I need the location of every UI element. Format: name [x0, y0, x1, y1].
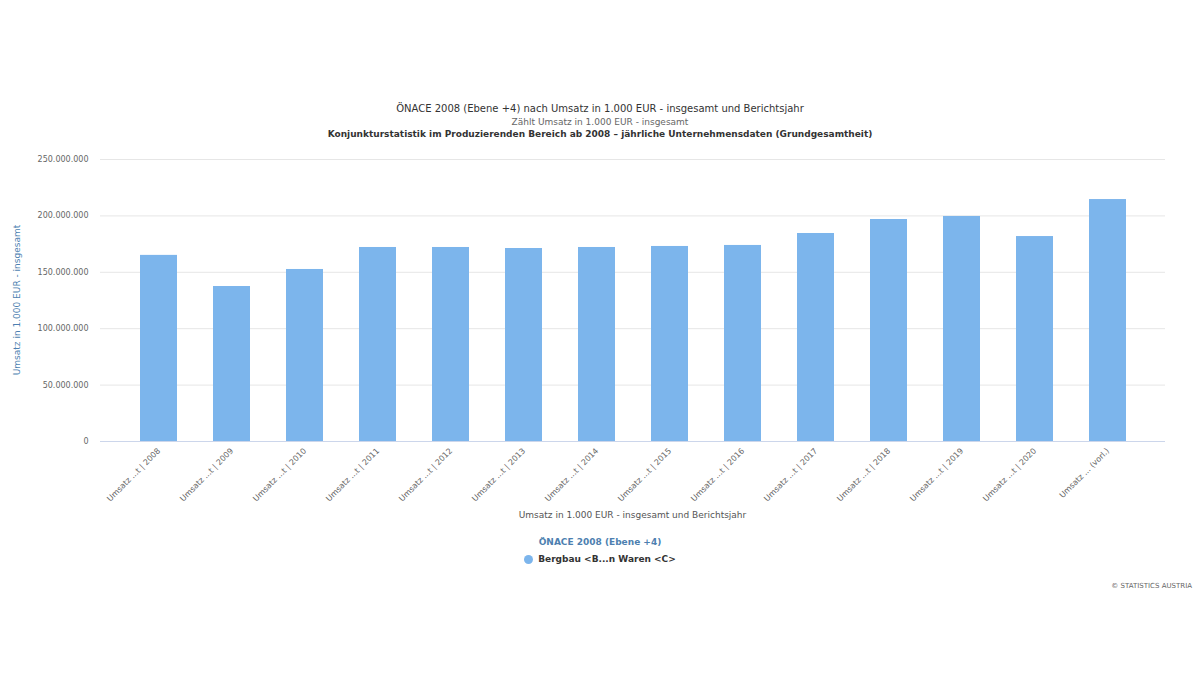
svg-text:100.000.000: 100.000.000 [38, 324, 89, 333]
svg-text:Umsatz ...t | 2011: Umsatz ...t | 2011 [324, 446, 381, 503]
svg-text:Umsatz ...t | 2014: Umsatz ...t | 2014 [543, 446, 600, 503]
html-text:Konjunkturstatistik im Produzi: Konjunkturstatistik im Produzierenden Be… [327, 129, 873, 139]
html-text:ÖNACE 2008 (Ebene +4) nach Ums: ÖNACE 2008 (Ebene +4) nach Umsatz in 1.0… [396, 103, 804, 114]
svg-text:200.000.000: 200.000.000 [38, 211, 89, 220]
svg-text:Umsatz ...t | 2008: Umsatz ...t | 2008 [105, 446, 162, 503]
svg-text:Umsatz ...t | 2019: Umsatz ...t | 2019 [908, 446, 965, 503]
html-text:ÖNACE 2008 (Ebene +4): ÖNACE 2008 (Ebene +4) [538, 537, 662, 547]
html-text:Umsatz in 1.000 EUR - insgesam: Umsatz in 1.000 EUR - insgesamt [12, 224, 22, 376]
html-text:Bergbau <B...n Waren <C>: Bergbau <B...n Waren <C> [538, 554, 676, 564]
svg-text:Umsatz ...t | 2009: Umsatz ...t | 2009 [178, 446, 235, 503]
svg-text:Umsatz ...t | 2013: Umsatz ...t | 2013 [470, 446, 527, 503]
svg-text:Umsatz ...t | 2016: Umsatz ...t | 2016 [689, 446, 746, 503]
html-text:© STATISTICS AUSTRIA: © STATISTICS AUSTRIA [1111, 582, 1192, 590]
html-text:Umsatz in 1.000 EUR - insgesam: Umsatz in 1.000 EUR - insgesamt und Beri… [518, 510, 747, 520]
svg-text:250.000.000: 250.000.000 [38, 155, 89, 164]
svg-text:Umsatz ...t | 2015: Umsatz ...t | 2015 [616, 446, 673, 503]
svg-text:Umsatz ...t | 2020: Umsatz ...t | 2020 [981, 446, 1038, 503]
svg-text:Umsatz ...t | 2017: Umsatz ...t | 2017 [762, 446, 819, 503]
svg-text:Umsatz ...t | 2012: Umsatz ...t | 2012 [397, 446, 454, 503]
html-text:Zählt Umsatz in 1.000 EUR - in: Zählt Umsatz in 1.000 EUR - insgesamt [511, 117, 689, 127]
svg-text:50.000.000: 50.000.000 [43, 381, 89, 390]
svg-text:Umsatz ... (vorl.): Umsatz ... (vorl.) [1058, 446, 1112, 500]
svg-text:150.000.000: 150.000.000 [38, 268, 89, 277]
svg-text:0: 0 [83, 437, 88, 446]
svg-text:Umsatz ...t | 2010: Umsatz ...t | 2010 [251, 446, 308, 503]
svg-text:Umsatz ...t | 2018: Umsatz ...t | 2018 [835, 446, 892, 503]
